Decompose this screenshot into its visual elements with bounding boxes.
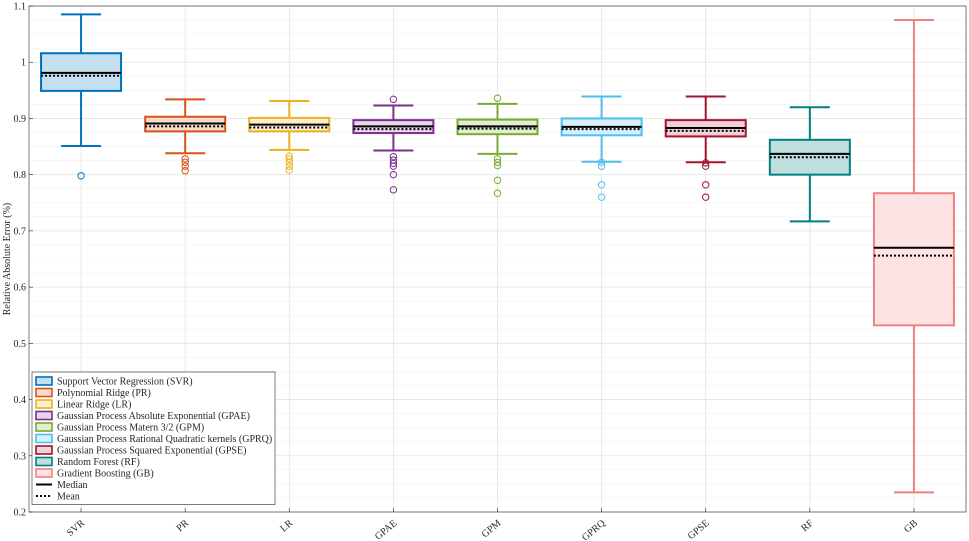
y-axis-label: Relative Absolute Error (%): [2, 203, 13, 315]
outlier-gpse-1: [702, 162, 710, 170]
box-rf: [768, 106, 851, 223]
outlier-gpm-3: [493, 161, 502, 170]
legend-swatch-gpae: [35, 410, 53, 421]
outlier-gpse-3: [702, 193, 710, 201]
x-tick-label-gpse: GPSE: [686, 518, 712, 541]
x-tick-label-lr: LR: [278, 518, 295, 535]
box-svr: [40, 13, 123, 180]
outlier-gpae-3: [389, 159, 398, 168]
legend-label-gb: Gradient Boosting (GB): [57, 469, 154, 480]
box-gprq: [560, 95, 643, 201]
outlier-pr-1: [181, 158, 189, 166]
box-gpae: [352, 95, 435, 194]
outlier-gpm-5: [493, 189, 502, 197]
y-tick-label-6: 0.8: [14, 170, 27, 181]
y-tick-label-5: 0.7: [14, 226, 27, 237]
legend: Support Vector Regression (SVR)Polynomia…: [31, 371, 276, 505]
x-tick-label-svr: SVR: [65, 518, 87, 539]
x-tick-label-pr: PR: [175, 518, 192, 535]
y-tick-label-4: 0.6: [14, 283, 27, 294]
outlier-lr-2: [285, 158, 293, 166]
x-tick-label-gb: GB: [902, 518, 920, 536]
outlier-lr-4: [285, 166, 293, 174]
outlier-gpae-0: [389, 95, 398, 104]
outlier-gprq-3: [597, 193, 606, 201]
legend-swatch-gprq: [35, 433, 53, 444]
y-tick-label-3: 0.5: [14, 339, 27, 350]
outlier-gpae-6: [389, 186, 398, 194]
legend-swatch-lr: [35, 399, 53, 409]
box-iqr-gb: [872, 192, 955, 327]
box-lr: [248, 100, 331, 174]
legend-label-svr: Support Vector Regression (SVR): [57, 377, 193, 388]
y-axis-ticks: 0.2 0.3 0.4 0.5 0.6 0.7 0.8 0.9 1 1.1: [14, 2, 33, 519]
y-tick-label-9: 1.1: [14, 2, 27, 13]
x-tick-label-gpm: GPM: [480, 518, 504, 540]
y-tick-label-7: 0.9: [14, 114, 27, 125]
outlier-gprq-0: [597, 158, 606, 166]
outlier-svr-0: [77, 172, 85, 180]
x-tick-label-rf: RF: [799, 518, 816, 535]
legend-label-median: Median: [57, 480, 88, 491]
legend-label-gpae: Gaussian Process Absolute Exponential (G…: [57, 411, 250, 422]
outlier-lr-3: [285, 162, 293, 170]
legend-label-gprq: Gaussian Process Rational Quadratic kern…: [57, 434, 272, 445]
legend-swatch-svr: [35, 376, 53, 386]
y-tick-label-2: 0.4: [14, 395, 27, 406]
outlier-gpm-4: [493, 176, 502, 184]
outlier-pr-3: [181, 167, 189, 175]
legend-label-mean: Mean: [57, 492, 80, 503]
outlier-gpae-5: [389, 170, 398, 179]
outlier-pr-2: [181, 162, 189, 170]
outlier-pr-0: [181, 155, 189, 163]
legend-swatch-gpse: [35, 445, 53, 455]
legend-label-gpse: Gaussian Process Squared Exponential (GP…: [57, 446, 246, 457]
legend-swatch-pr: [35, 387, 53, 398]
x-tick-label-gpae: GPAE: [373, 518, 399, 541]
outlier-gpm-0: [493, 94, 502, 102]
y-tick-label-8: 1: [21, 58, 26, 69]
legend-swatch-gb: [35, 468, 53, 478]
outlier-gpm-2: [493, 158, 502, 166]
legend-swatch-rf: [35, 456, 53, 467]
legend-swatch-gpm: [35, 422, 53, 432]
outlier-gpae-4: [389, 162, 398, 170]
outlier-gprq-2: [597, 181, 606, 189]
x-tick-label-gprq: GPRQ: [580, 517, 608, 541]
legend-label-lr: Linear Ridge (LR): [57, 400, 131, 411]
legend-box: [31, 371, 276, 505]
y-tick-label-0: 0.2: [14, 508, 27, 519]
box-pr: [144, 98, 227, 175]
outlier-gpse-0: [702, 159, 710, 167]
boxes: [40, 13, 955, 494]
box-gpse: [664, 95, 747, 201]
x-axis-ticks: SVR PR LR GPAE GPM GPRQ GPSE RF GB: [65, 508, 920, 541]
y-tick-label-1: 0.3: [14, 451, 27, 462]
box-gb: [872, 19, 955, 494]
outlier-gpse-2: [702, 181, 710, 189]
legend-label-pr: Polynomial Ridge (PR): [57, 388, 151, 399]
legend-label-rf: Random Forest (RF): [57, 457, 140, 468]
outlier-lr-1: [285, 155, 293, 163]
legend-label-gpm: Gaussian Process Matern 3/2 (GPM): [57, 423, 204, 434]
box-gpm: [456, 94, 539, 197]
outlier-gprq-1: [597, 162, 606, 170]
